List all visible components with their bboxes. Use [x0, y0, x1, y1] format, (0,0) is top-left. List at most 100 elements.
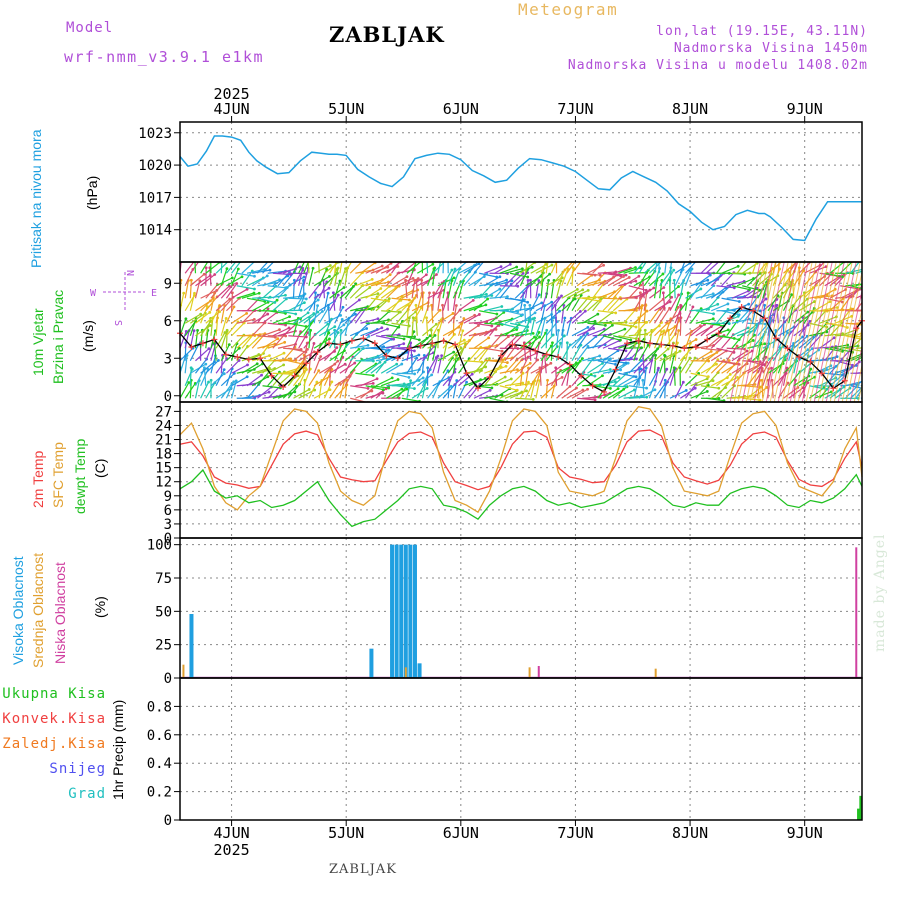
wind-speed-point [750, 307, 757, 314]
wind-speed-point [326, 340, 333, 347]
cloud-bar-high [408, 544, 413, 678]
wind-speed-point [406, 345, 413, 352]
temp-line-1 [179, 405, 863, 514]
ytick-label-pressure: 1017 [138, 190, 172, 206]
wind-speed-point [658, 341, 665, 348]
wind-speed-point [348, 337, 355, 344]
wind-speed-point [784, 345, 791, 352]
wind-speed-point [704, 336, 711, 343]
day-label-bottom: 9JUN [787, 824, 823, 842]
day-label-top: 7JUN [557, 100, 593, 118]
wind-speed-point [475, 385, 482, 392]
ytick-label-temperature: 24 [155, 418, 172, 434]
cloud-bar-high [390, 544, 395, 678]
wind-speed-point [543, 351, 550, 358]
wind-speed-point [463, 370, 470, 377]
cloud-bar-low [537, 666, 540, 678]
legend-ukupna-kisa: Ukupna Kisa [2, 686, 106, 702]
elevation-label: Nadmorska Visina 1450m [673, 41, 868, 56]
ytick-label-cloud: 0 [164, 671, 172, 687]
wind-speed-point [199, 340, 206, 347]
temp-line-2 [179, 468, 863, 528]
ytick-label-temperature: 3 [164, 517, 172, 533]
ytick-label-precipitation: 0.8 [147, 699, 172, 715]
day-label-bottom: 6JUN [443, 824, 479, 842]
precip-bar [859, 795, 863, 820]
ytick-label-temperature: 9 [164, 489, 172, 505]
product-title: Meteogram [518, 0, 619, 19]
wind-speed-point [578, 372, 585, 379]
cloud-bar-mid [182, 664, 185, 678]
wind-speed-point [497, 352, 504, 359]
wind-speed-point [773, 335, 780, 342]
ytick-label-cloud: 25 [155, 638, 172, 654]
compass-w: W [90, 288, 97, 299]
year-label-top: 2025 [214, 85, 250, 103]
wind-speed-point [280, 384, 287, 390]
wind-speed-point [635, 337, 642, 344]
ytick-label-precipitation: 0.2 [147, 785, 172, 801]
wind-speed-point [612, 366, 619, 373]
day-label-top: 6JUN [443, 100, 479, 118]
wind-speed-point [532, 347, 539, 354]
wind-speed-point [818, 370, 825, 377]
model-name: wrf-nmm_v3.9.1 e1km [64, 48, 265, 66]
wind-speed-point [807, 359, 814, 365]
cloud-bar-mid [528, 667, 531, 678]
ytick-label-precipitation: 0.6 [147, 728, 172, 744]
wind-speed-point [417, 342, 424, 349]
wind-speed-point [715, 330, 722, 337]
ytick-label-pressure: 1014 [138, 223, 172, 239]
wind-speed-point [337, 341, 344, 348]
cloud-bar-high [412, 544, 417, 678]
ytick-label-precipitation: 0 [164, 813, 172, 829]
cloud-bar-high [369, 648, 374, 678]
ytick-label-pressure: 1020 [138, 158, 172, 174]
ytick-label-temperature: 15 [155, 461, 172, 477]
wind-speed-point [268, 372, 275, 379]
ytick-label-temperature: 6 [164, 503, 172, 519]
pressure-line [179, 135, 862, 242]
wind-speed-point [566, 361, 573, 368]
wind-speed-point [646, 340, 653, 347]
wind-speed-point [669, 342, 676, 349]
ytick-label-temperature: 12 [155, 475, 172, 491]
ytick-label-wind: 6 [164, 314, 172, 330]
wind-speed-point [211, 336, 218, 343]
day-label-top: 4JUN [214, 100, 250, 118]
day-label-bottom: 5JUN [328, 824, 364, 842]
wind-speed-point [245, 356, 252, 363]
station-title: ZABLJAK [329, 22, 445, 47]
ytick-label-wind: 0 [164, 389, 172, 405]
wind-speed-point [429, 340, 436, 347]
wind-speed-point [853, 325, 860, 332]
compass-e: E [151, 288, 157, 299]
wind-speed-point [360, 335, 367, 342]
wind-speed-point [394, 355, 401, 362]
wind-speed-point [795, 354, 802, 360]
wind-speed-point [830, 385, 837, 392]
cloud-bar-high [417, 663, 422, 678]
wind-speed-point [555, 354, 562, 360]
wind-speed-point [509, 341, 516, 348]
wind-speed-point [692, 344, 699, 350]
precip-bar [857, 808, 861, 820]
ytick-label-pressure: 1023 [138, 126, 172, 142]
wind-speed-point [681, 345, 688, 352]
cloud-bar-high [403, 544, 408, 678]
cloud-bar-high [399, 544, 404, 678]
footer-station: ZABLJAK [329, 862, 397, 877]
wind-speed-point [188, 344, 195, 350]
wind-arrows [180, 262, 862, 402]
ytick-label-temperature: 0 [164, 531, 172, 547]
wind-speed-point [452, 341, 459, 348]
ytick-label-temperature: 27 [155, 404, 172, 420]
wind-speed-point [371, 340, 378, 347]
wind-speed-point [624, 340, 631, 347]
compass-n: N [124, 270, 135, 276]
compass-s: S [112, 320, 123, 326]
legend-zaledj-kisa: Zaledj.Kisa [2, 736, 106, 752]
wind-speed-point [383, 352, 390, 359]
model-label: Model [66, 20, 114, 36]
wind-speed-point [727, 315, 734, 322]
